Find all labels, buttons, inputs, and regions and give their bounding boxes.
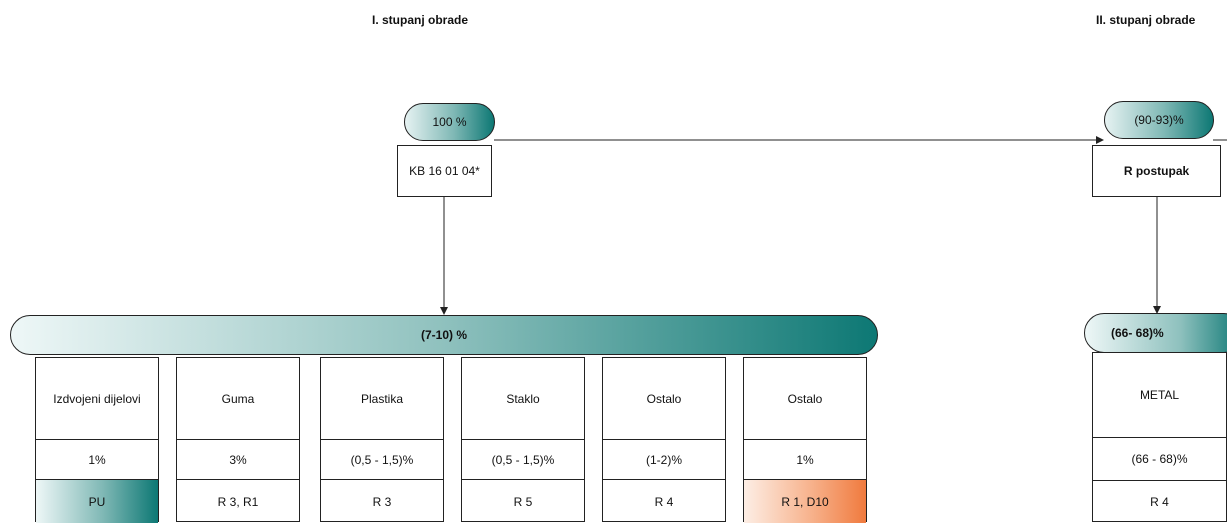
fraction-column: Ostalo (1-2)% R 4: [602, 357, 726, 522]
stage2-percent-label: (90-93)%: [1134, 113, 1184, 127]
input-code-box: KB 16 01 04*: [397, 145, 492, 197]
fraction-name: Ostalo: [744, 358, 866, 440]
metal-column: METAL (66 - 68)% R 4: [1092, 352, 1227, 522]
fraction-code: R 3, R1: [217, 494, 259, 509]
metal-name: METAL: [1093, 353, 1226, 438]
stage2-percent-pill: (90-93)%: [1104, 101, 1214, 139]
stage2-output-label: (66- 68)%: [1111, 326, 1164, 340]
fraction-name: Guma: [177, 358, 299, 440]
fraction-share: (0,5 - 1,5)%: [321, 440, 443, 480]
fraction-column: Ostalo 1% R 1, D10: [743, 357, 867, 523]
metal-share: (66 - 68)%: [1093, 438, 1226, 481]
fraction-name: Staklo: [462, 358, 584, 440]
fraction-share: (0,5 - 1,5)%: [462, 440, 584, 480]
fraction-share: (1-2)%: [603, 440, 725, 480]
process-box: R postupak: [1092, 145, 1221, 197]
metal-code: R 4: [1150, 495, 1169, 509]
process-label: R postupak: [1123, 164, 1190, 178]
stage1-title: I. stupanj obrade: [372, 13, 469, 27]
fraction-code: R 1, D10: [744, 480, 866, 523]
stage2-output-pill: (66- 68)%: [1084, 313, 1227, 353]
stage1-output-label: (7-10) %: [420, 328, 467, 342]
fraction-name: Plastika: [321, 358, 443, 440]
fraction-name: Ostalo: [603, 358, 725, 440]
fraction-name: Izdvojeni dijelovi: [36, 358, 158, 440]
fraction-code: R 4: [654, 494, 674, 509]
fraction-code: PU: [36, 480, 158, 523]
fraction-share: 1%: [744, 440, 866, 480]
fraction-column: Izdvojeni dijelovi 1% PU: [35, 357, 159, 523]
fraction-column: Staklo (0,5 - 1,5)% R 5: [461, 357, 585, 522]
fraction-column: Guma 3% R 3, R1: [176, 357, 300, 522]
stage2-title: II. stupanj obrade: [1096, 13, 1196, 27]
stage1-output-pill: (7-10) %: [10, 315, 878, 355]
input-percent-label: 100 %: [432, 115, 467, 129]
fraction-code: R 3: [372, 494, 392, 509]
input-code-label: KB 16 01 04*: [409, 164, 480, 178]
input-percent-pill: 100 %: [404, 103, 495, 141]
fraction-share: 1%: [36, 440, 158, 480]
fraction-code: R 5: [513, 494, 533, 509]
fraction-column: Plastika (0,5 - 1,5)% R 3: [320, 357, 444, 522]
fraction-share: 3%: [177, 440, 299, 480]
